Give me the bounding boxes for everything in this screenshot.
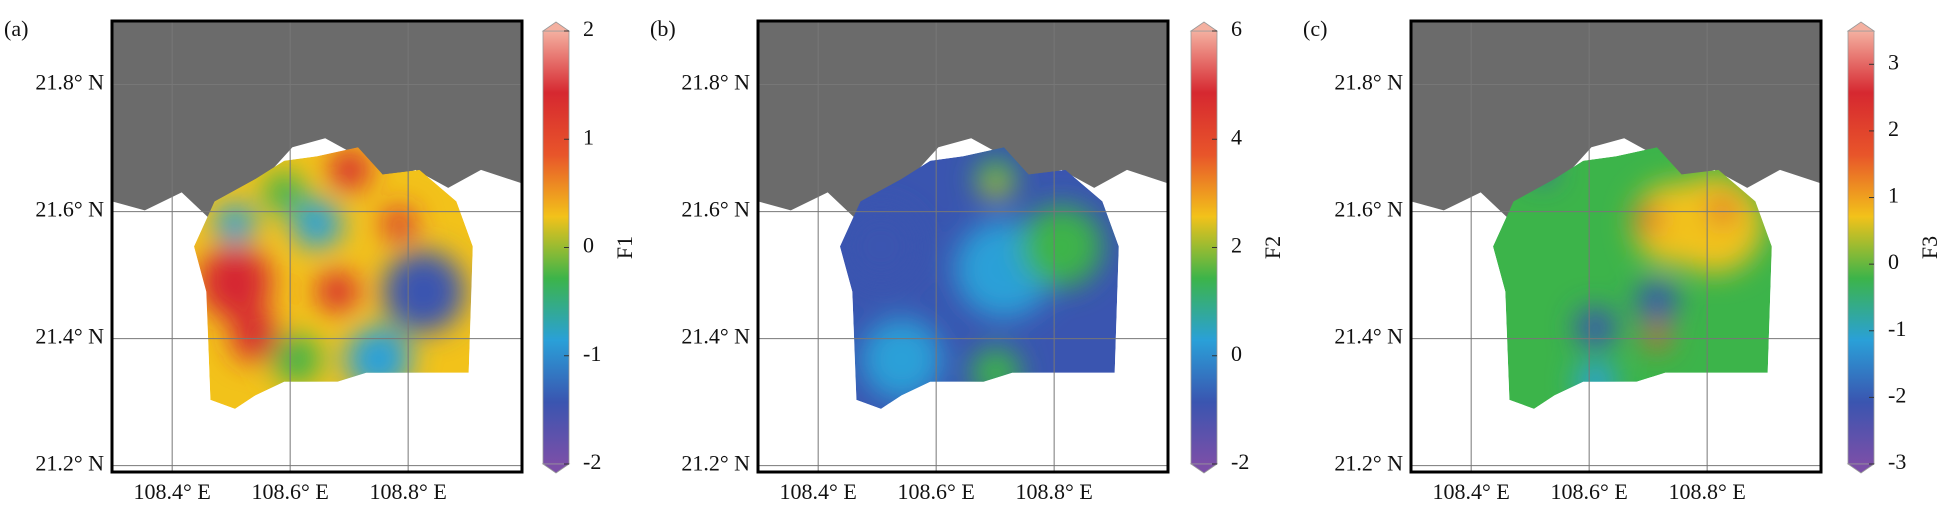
field-blob [1710, 198, 1735, 223]
colorbar-label: F3 [1917, 236, 1942, 259]
x-tick-label: 108.4° E [134, 479, 211, 504]
panel-label: (b) [650, 16, 676, 41]
y-tick-label: 21.2° N [681, 451, 750, 476]
field-blob [1636, 280, 1678, 322]
field-blob [382, 207, 416, 241]
x-tick-label: 108.4° E [780, 479, 857, 504]
colorbar-tick-label: 0 [1231, 341, 1242, 366]
colorbar-tick-label: 4 [1231, 124, 1242, 149]
field-blob [1665, 174, 1764, 274]
colorbar [1847, 30, 1875, 465]
y-tick-label: 21.8° N [35, 70, 104, 95]
field-blob [230, 312, 281, 362]
colorbar-tick-label: 0 [1888, 249, 1899, 274]
colorbar-tick-label: -2 [1888, 382, 1906, 407]
panel: (a) 108.4° E 108.6° E 108.8° E 21.2° N 21.4° … [4, 16, 637, 504]
field-blob [292, 199, 342, 249]
colorbar-tick-label: 1 [583, 124, 594, 149]
field-blob [382, 250, 465, 333]
colorbar-extend-bottom [541, 463, 571, 474]
y-tick-label: 21.4° N [681, 324, 750, 349]
field-blob [1020, 205, 1103, 288]
colorbar-tick-label: 2 [583, 16, 594, 41]
colorbar-extend-bottom [1846, 463, 1876, 474]
field-blob [1636, 207, 1662, 232]
y-tick-label: 21.6° N [35, 197, 104, 222]
y-tick-label: 21.2° N [1334, 451, 1403, 476]
colorbar-extend-top [1846, 21, 1876, 32]
x-tick-label: 108.6° E [898, 479, 975, 504]
map-frame [110, 19, 524, 474]
colorbar-extend-top [541, 21, 571, 32]
field-blob [975, 158, 1017, 200]
colorbar-extend-bottom [1189, 463, 1219, 474]
field-blob [987, 179, 1004, 197]
colorbar-tick-label: -3 [1888, 449, 1906, 474]
colorbar-tick-label: 2 [1231, 233, 1242, 258]
colorbar-tick-label: -2 [583, 449, 601, 474]
field-blob [317, 271, 358, 313]
field-blob [1575, 307, 1616, 349]
colorbar-tick-label: 2 [1888, 116, 1899, 141]
colorbar-tick-label: -1 [583, 341, 601, 366]
colorbar-tick-label: -2 [1231, 449, 1249, 474]
x-tick-label: 108.8° E [1016, 479, 1093, 504]
panel-label: (a) [4, 16, 28, 41]
x-tick-label: 108.4° E [1433, 479, 1510, 504]
y-tick-label: 21.8° N [681, 70, 750, 95]
x-tick-label: 108.6° E [1551, 479, 1628, 504]
field-blob [840, 205, 922, 288]
panel: (c) 108.4° E 108.6° E 108.8° E 21.2° N 21.4° … [1303, 16, 1942, 504]
colorbar-tick-label: 0 [583, 233, 594, 258]
y-tick-label: 21.4° N [35, 324, 104, 349]
colorbar-tick-label: 3 [1888, 49, 1899, 74]
x-tick-label: 108.6° E [252, 479, 329, 504]
y-tick-label: 21.6° N [1334, 197, 1403, 222]
y-tick-label: 21.4° N [1334, 324, 1403, 349]
field-blobs [840, 158, 1103, 401]
y-tick-label: 21.8° N [1334, 70, 1403, 95]
field-blob [1644, 324, 1670, 350]
panel: (b) 108.4° E 108.6° E 108.8° E 21.2° N 21.4° … [650, 16, 1285, 504]
panel-label: (c) [1303, 16, 1327, 41]
map-frame [1409, 19, 1823, 474]
y-tick-label: 21.6° N [681, 197, 750, 222]
colorbar-tick-label: -1 [1888, 316, 1906, 341]
field-blob [329, 149, 371, 191]
map-frame [756, 19, 1170, 474]
colorbar-label: F1 [612, 236, 637, 259]
colorbar-tick-label: 1 [1888, 183, 1899, 208]
field-blob [263, 171, 305, 213]
x-tick-label: 108.8° E [370, 479, 447, 504]
field-blob [271, 334, 322, 384]
field [840, 147, 1119, 409]
field-blob [198, 245, 272, 320]
x-tick-label: 108.8° E [1669, 479, 1746, 504]
colorbar-extend-top [1189, 21, 1219, 32]
field-blob [214, 203, 256, 245]
colorbar-label: F2 [1260, 236, 1285, 259]
y-tick-label: 21.2° N [35, 451, 104, 476]
colorbar-tick-label: 6 [1231, 16, 1242, 41]
